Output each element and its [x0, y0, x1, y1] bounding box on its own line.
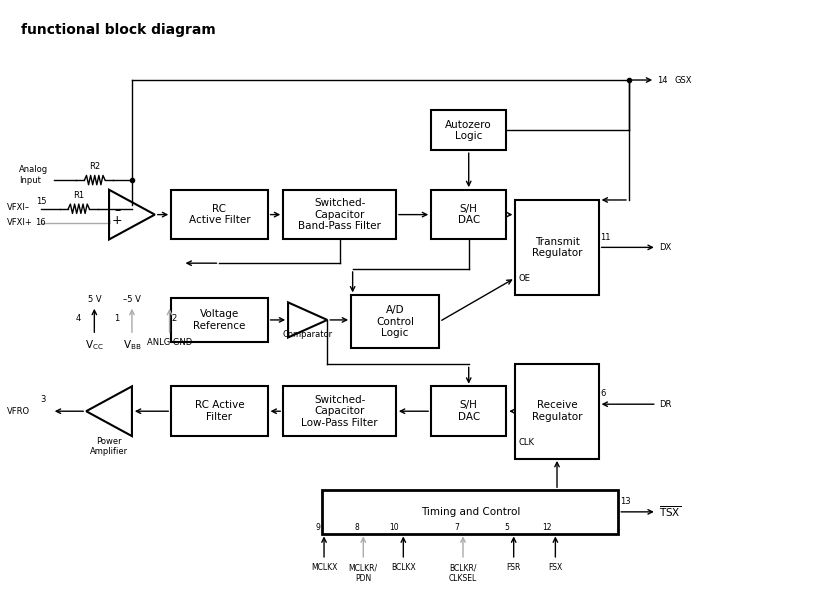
Text: 6: 6	[600, 389, 606, 398]
Text: 5: 5	[504, 524, 509, 532]
Bar	[283, 387, 396, 436]
Text: ANLG GND: ANLG GND	[147, 338, 192, 347]
Text: Comparator: Comparator	[282, 330, 332, 339]
Text: 3: 3	[40, 395, 46, 404]
Text: 10: 10	[389, 524, 399, 532]
Bar	[431, 387, 506, 436]
Text: 1: 1	[114, 314, 119, 323]
Text: Analog
Input: Analog Input	[19, 165, 49, 184]
Text: A/D
Control
Logic: A/D Control Logic	[376, 305, 414, 338]
Text: MCLKX: MCLKX	[311, 563, 337, 572]
Text: VFXI–: VFXI–	[7, 203, 30, 212]
Bar	[171, 190, 267, 239]
Text: Timing and Control: Timing and Control	[421, 507, 520, 517]
Text: –: –	[114, 204, 120, 217]
Text: 2: 2	[171, 314, 176, 323]
Bar	[171, 387, 267, 436]
Text: S/H
DAC: S/H DAC	[458, 204, 480, 225]
Text: Autozero
Logic: Autozero Logic	[445, 119, 492, 141]
Text: S/H
DAC: S/H DAC	[458, 401, 480, 422]
Text: 4: 4	[76, 314, 81, 323]
Text: 15: 15	[35, 197, 46, 206]
Text: BCLKR/
CLKSEL: BCLKR/ CLKSEL	[449, 563, 477, 583]
Bar	[515, 364, 598, 459]
Bar	[431, 190, 506, 239]
Text: VFRO: VFRO	[7, 407, 30, 415]
Text: Power
Amplifier: Power Amplifier	[90, 437, 128, 456]
Text: 11: 11	[600, 232, 611, 242]
Text: Voltage
Reference: Voltage Reference	[193, 309, 245, 331]
Bar	[515, 200, 598, 295]
Text: R1: R1	[73, 191, 85, 200]
Text: DR: DR	[659, 400, 672, 409]
Text: $\overline{\rm TSX}$: $\overline{\rm TSX}$	[659, 505, 681, 519]
Bar	[283, 190, 396, 239]
Bar	[431, 111, 506, 150]
Text: V$_{\rm CC}$: V$_{\rm CC}$	[85, 338, 104, 352]
Bar	[351, 296, 439, 348]
Text: +: +	[112, 214, 123, 227]
Text: CLK: CLK	[518, 439, 535, 447]
Text: RC
Active Filter: RC Active Filter	[188, 204, 250, 225]
Bar	[323, 490, 618, 534]
Text: 8: 8	[355, 524, 359, 532]
Text: 14: 14	[657, 76, 667, 85]
Text: R2: R2	[89, 163, 100, 171]
Text: 12: 12	[542, 524, 551, 532]
Text: 7: 7	[454, 524, 459, 532]
Text: FSR: FSR	[506, 563, 521, 572]
Text: BCLKX: BCLKX	[391, 563, 416, 572]
Text: OE: OE	[518, 274, 531, 284]
Bar	[171, 298, 267, 342]
Text: 13: 13	[620, 497, 630, 506]
Text: 9: 9	[315, 524, 320, 532]
Text: MCLKR/
PDN: MCLKR/ PDN	[349, 563, 378, 583]
Text: Transmit
Regulator: Transmit Regulator	[532, 236, 582, 258]
Text: Receive
Regulator: Receive Regulator	[532, 401, 582, 422]
Text: FSX: FSX	[548, 563, 562, 572]
Text: VFXI+: VFXI+	[7, 218, 33, 228]
Text: 5 V: 5 V	[87, 294, 101, 304]
Text: 16: 16	[35, 218, 46, 228]
Text: GSX: GSX	[675, 76, 692, 85]
Text: –5 V: –5 V	[123, 294, 141, 304]
Text: V$_{\rm BB}$: V$_{\rm BB}$	[123, 338, 142, 352]
Text: RC Active
Filter: RC Active Filter	[194, 401, 244, 422]
Text: functional block diagram: functional block diagram	[21, 23, 216, 37]
Text: DX: DX	[659, 243, 672, 252]
Text: Switched-
Capacitor
Band-Pass Filter: Switched- Capacitor Band-Pass Filter	[298, 198, 381, 231]
Text: Switched-
Capacitor
Low-Pass Filter: Switched- Capacitor Low-Pass Filter	[301, 395, 378, 428]
